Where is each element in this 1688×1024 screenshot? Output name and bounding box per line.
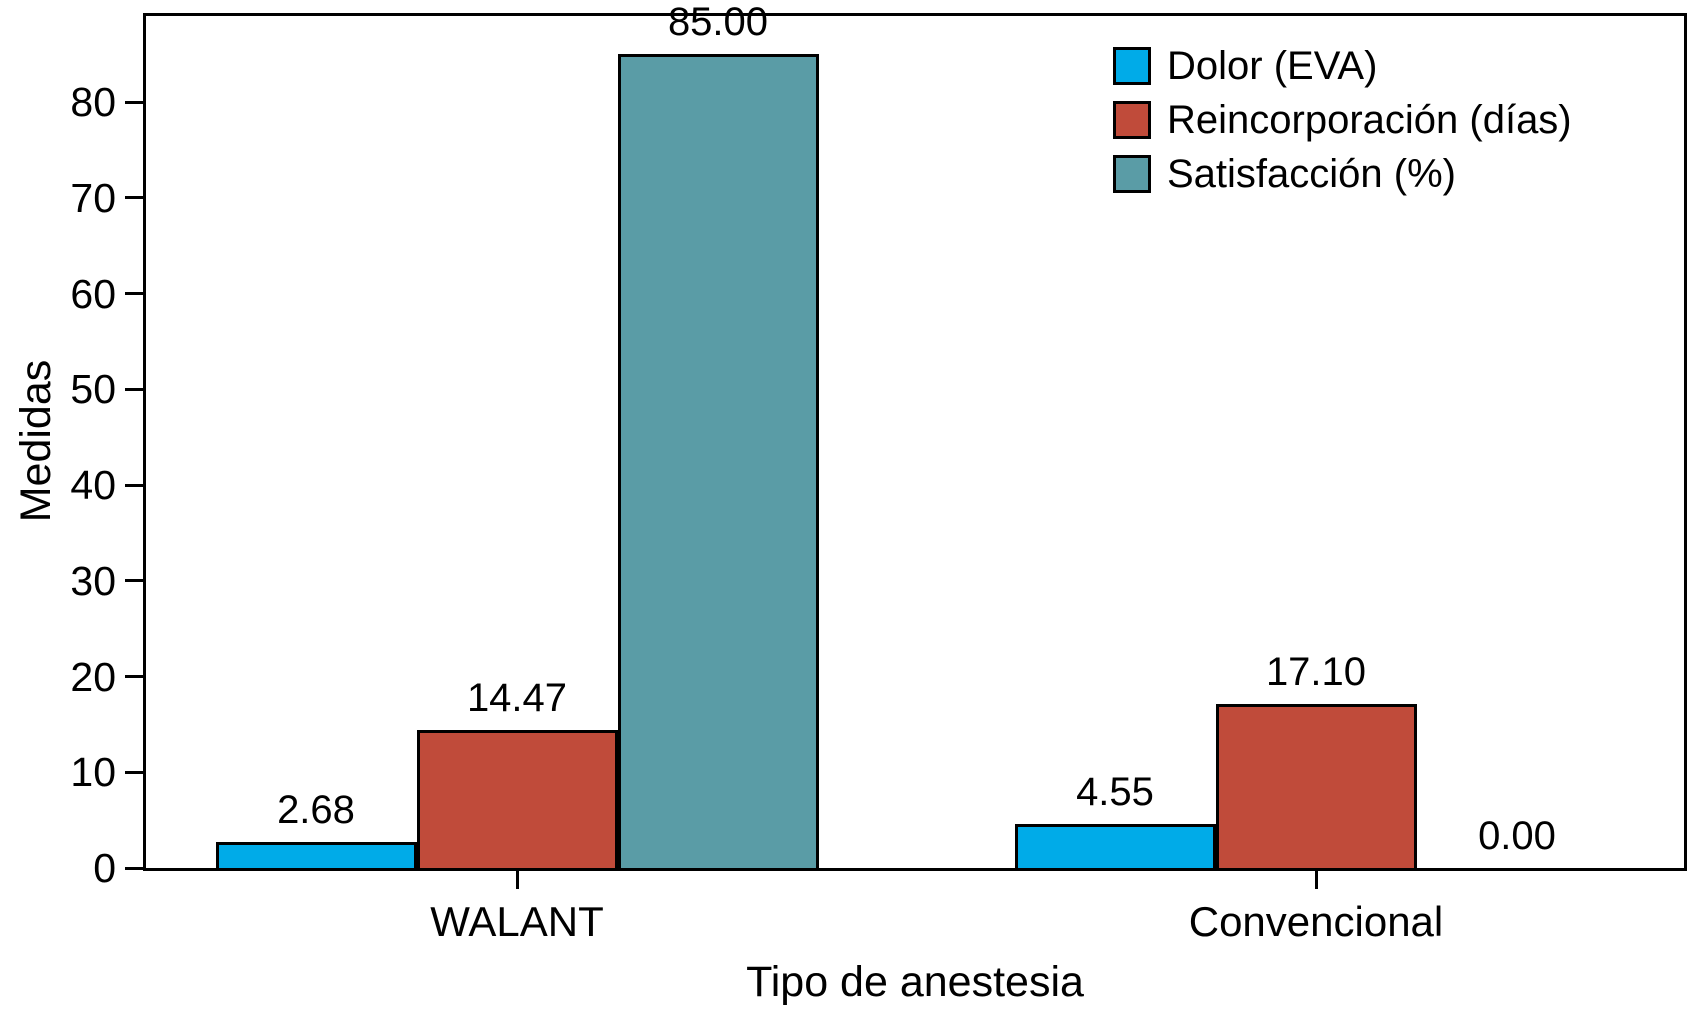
x-tick-label-convencional: Convencional: [1188, 898, 1444, 945]
x-tick-mark: [1314, 871, 1318, 889]
y-tick-label: 40: [70, 462, 116, 509]
legend: Dolor (EVA) Reincorporación (días) Satisfa…: [1113, 44, 1572, 196]
y-tick-label: 80: [70, 79, 116, 126]
value-label-reincorporacion-dias-convencional: 17.10: [1265, 650, 1367, 695]
legend-item-dolor-eva: Dolor (EVA): [1113, 44, 1572, 88]
y-tick-mark: [125, 387, 143, 391]
value-label-dolor-eva-walant: 2.68: [277, 788, 355, 833]
y-tick-mark: [125, 483, 143, 487]
y-tick-mark: [125, 866, 143, 870]
legend-item-reincorporacion-dias: Reincorporación (días): [1113, 98, 1572, 142]
x-tick-label-walant: WALANT: [430, 898, 604, 945]
y-tick-mark: [125, 675, 143, 678]
legend-label: Dolor (EVA): [1167, 44, 1378, 88]
y-axis-label: Medidas: [12, 359, 60, 523]
legend-item-satisfaccion: Satisfacción (%): [1113, 152, 1572, 196]
y-tick-label: 70: [70, 174, 116, 221]
y-tick-label: 30: [70, 557, 116, 604]
legend-label: Reincorporación (días): [1167, 98, 1572, 142]
y-tick-mark: [125, 770, 143, 774]
value-label-satisfaccion-walant: 85.00: [667, 0, 769, 45]
value-label-dolor-eva-convencional: 4.55: [1076, 770, 1154, 815]
y-tick-label: 50: [70, 366, 116, 413]
bar-reincorporacion-dias-walant: [416, 729, 618, 868]
y-tick-mark: [125, 196, 143, 200]
y-tick-label: 20: [70, 653, 116, 700]
value-label-reincorporacion-dias-walant: 14.47: [466, 675, 568, 720]
legend-label: Satisfacción (%): [1167, 152, 1456, 196]
y-tick-label: 60: [70, 270, 116, 317]
bar-dolor-eva-convencional: [1014, 824, 1216, 868]
legend-swatch-icon: [1113, 47, 1151, 85]
plot-area: Dolor (EVA) Reincorporación (días) Satisfa…: [143, 0, 1687, 871]
bar-reincorporacion-dias-convencional: [1215, 704, 1417, 868]
y-tick-mark: [125, 292, 143, 296]
y-tick-label: 10: [70, 749, 116, 796]
value-label-satisfaccion-convencional: 0.00: [1478, 814, 1556, 858]
bar-dolor-eva-walant: [215, 842, 417, 868]
legend-swatch-icon: [1113, 101, 1151, 139]
y-tick-mark: [125, 100, 143, 104]
x-axis-label: Tipo de anestesia: [746, 958, 1084, 1006]
y-tick-label: 0: [93, 845, 116, 891]
bar-satisfaccion-walant: [617, 54, 819, 868]
legend-swatch-icon: [1113, 155, 1151, 193]
y-tick-mark: [125, 579, 143, 583]
x-tick-mark: [515, 871, 519, 889]
